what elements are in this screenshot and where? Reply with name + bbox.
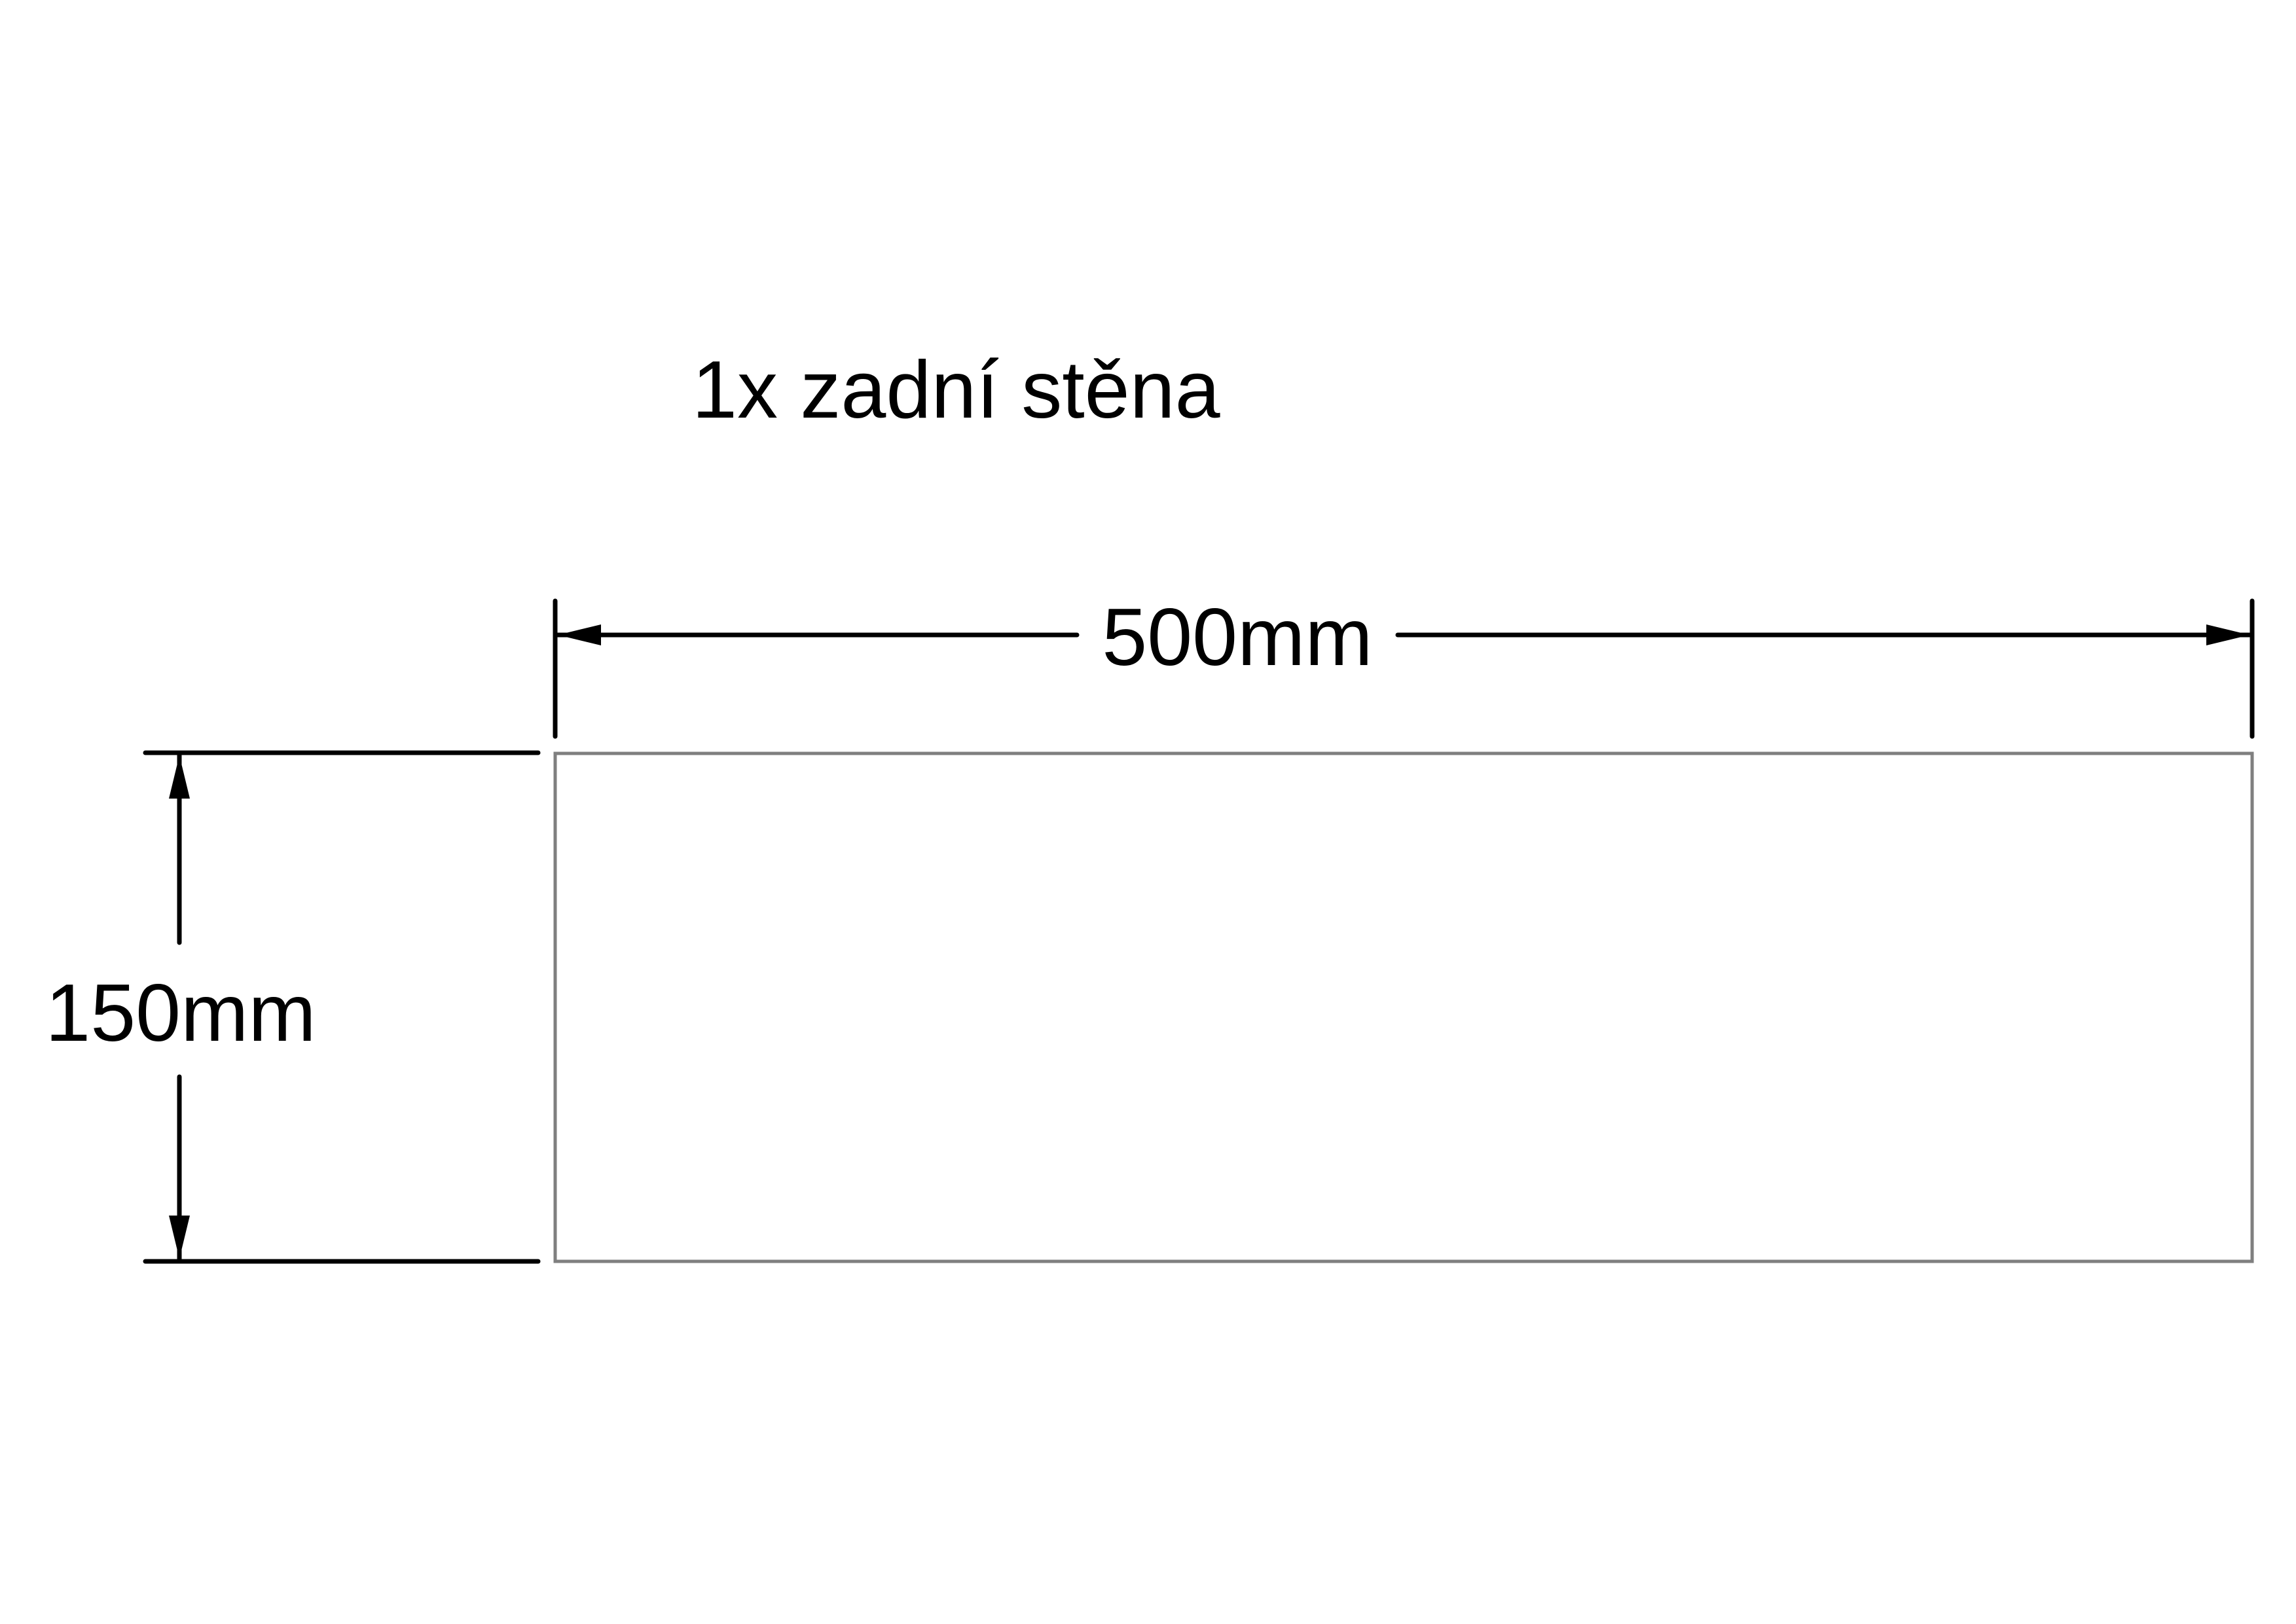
drawing-title: 1x zadní stěna xyxy=(692,345,1220,435)
width-arrowhead-right xyxy=(2206,624,2250,645)
width-dimension xyxy=(553,598,2255,739)
height-arrowhead-bottom xyxy=(169,1216,190,1259)
width-arrowhead-left xyxy=(558,624,601,645)
back-panel-outline xyxy=(553,751,2254,1263)
height-arrowhead-top xyxy=(169,755,190,799)
width-dimension-label: 500mm xyxy=(1102,592,1372,683)
height-dimension-label: 150mm xyxy=(45,968,316,1058)
